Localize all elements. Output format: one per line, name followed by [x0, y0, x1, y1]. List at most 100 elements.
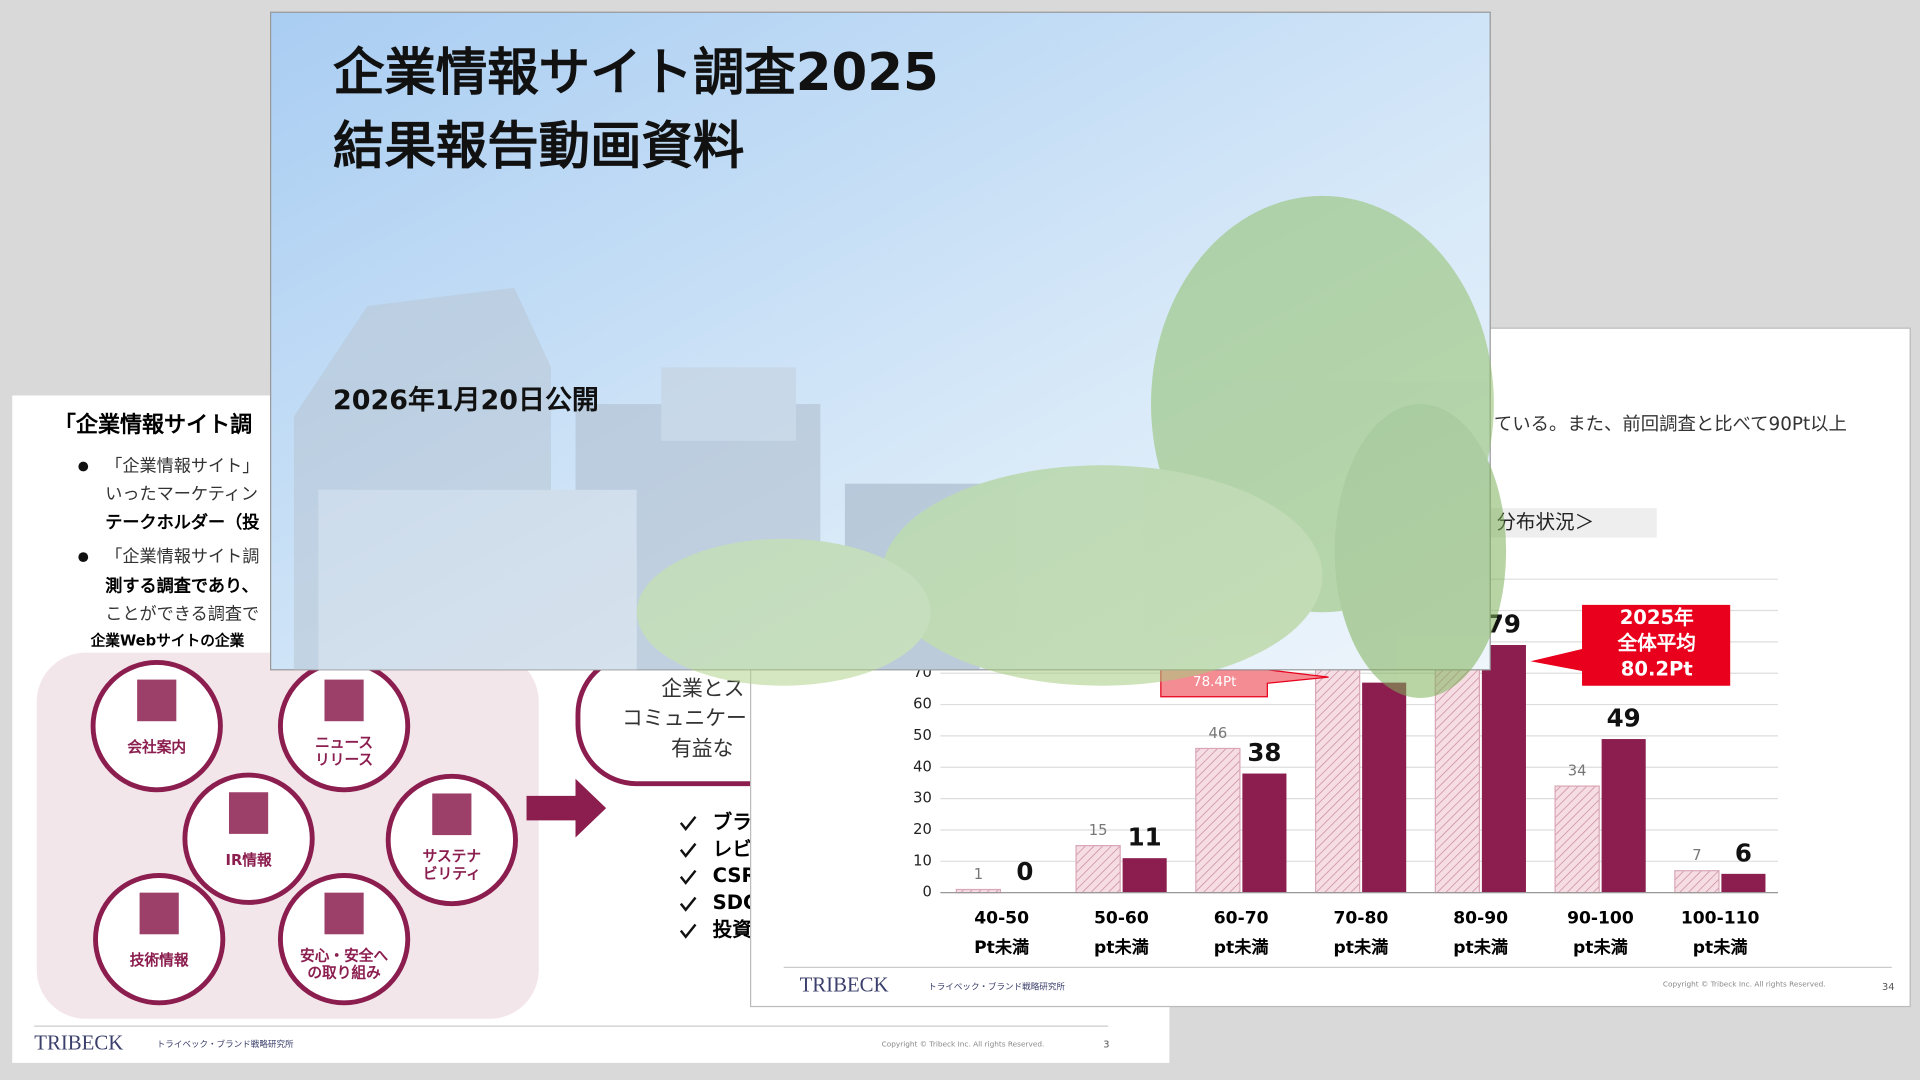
icon-label: IR情報	[225, 851, 271, 869]
heading-bg	[1490, 508, 1657, 538]
x-tick-label: 70-80	[1334, 908, 1389, 928]
box-text: 企業とス	[661, 676, 744, 700]
icon-circle	[182, 772, 315, 905]
callout-text: 80.2Pt	[1621, 657, 1693, 680]
x-tick-label: 40-50	[974, 908, 1029, 928]
icon-label: 安心・安全へ	[300, 946, 388, 964]
bar	[1075, 845, 1121, 894]
check-text: CSR	[713, 864, 757, 887]
bullet-text: 測する調査であり、	[105, 576, 258, 597]
callout-text: 78.4Pt	[1193, 675, 1236, 690]
x-tick-label: pt未満	[1693, 937, 1748, 958]
logo: TRIBECK	[34, 1030, 123, 1054]
icon-circle	[93, 873, 226, 1006]
bar	[1434, 663, 1481, 894]
data-label: 1	[974, 866, 983, 883]
icon-glyph	[324, 892, 364, 935]
check	[679, 815, 697, 831]
bullet	[78, 552, 89, 563]
x-tick-label: pt未満	[1573, 937, 1628, 958]
bar	[1481, 645, 1526, 893]
x-tick-label: 50-60	[1094, 908, 1149, 928]
data-label: 15	[1089, 822, 1108, 839]
data-label: 38	[1247, 738, 1281, 767]
bar	[1674, 870, 1720, 894]
data-label: 0	[1016, 857, 1033, 886]
data-label: 7	[1692, 847, 1701, 864]
icon-label: 技術情報	[130, 951, 189, 969]
x-tick-label: pt未満	[1094, 937, 1149, 958]
x-tick-label: pt未満	[1453, 937, 1508, 958]
x-tick-label: 60-70	[1214, 908, 1269, 928]
org: トライベック・ブランド戦略研究所	[928, 980, 1065, 992]
y-tick-label: 40	[913, 758, 932, 775]
data-label: 11	[1128, 823, 1162, 852]
bullet-text: 「企業情報サイト調	[105, 547, 259, 567]
callout-text: 2025年	[1620, 606, 1694, 629]
check	[679, 896, 697, 912]
bullet-text: ことができる調査で	[105, 605, 259, 625]
icon-label: ビリティ	[423, 865, 481, 882]
x-tick-label: 100-110	[1681, 908, 1760, 928]
page-number: 34	[1882, 982, 1894, 993]
icon-glyph	[324, 679, 364, 722]
copyright: Copyright © Tribeck Inc. All rights Rese…	[1663, 979, 1826, 988]
cover-date: 2026年1月20日公開	[333, 384, 599, 416]
cover-title: 企業情報サイト調査2025	[333, 43, 939, 103]
y-tick-label: 60	[913, 696, 932, 713]
logo: TRIBECK	[800, 973, 889, 997]
icon-circle	[385, 773, 518, 907]
data-label: 46	[1209, 725, 1228, 742]
page-number: 3	[1103, 1039, 1109, 1050]
icon-glyph	[432, 793, 472, 836]
bullet-text: 「企業情報サイト」	[105, 457, 259, 477]
icon-glyph	[137, 679, 177, 722]
x-tick-label: pt未満	[1214, 937, 1269, 958]
heading: 分布状況＞	[1496, 510, 1594, 533]
bar	[1721, 873, 1766, 893]
icon-glyph	[139, 892, 179, 935]
icon-label: 会社案内	[127, 738, 186, 756]
bar	[1362, 682, 1407, 893]
callout-text: 全体平均	[1617, 632, 1696, 655]
cover-slide: 企業情報サイト調査2025 結果報告動画資料 2026年1月20日公開	[270, 11, 1507, 698]
photo	[293, 195, 1507, 698]
x-tick-label: Pt未満	[974, 937, 1029, 958]
cover-title: 結果報告動画資料	[333, 116, 744, 176]
org: トライベック・ブランド戦略研究所	[157, 1038, 294, 1050]
icon-circle	[277, 873, 411, 1006]
callout	[1530, 604, 1731, 686]
box-text: コミュニケー	[622, 706, 747, 730]
check	[679, 923, 697, 939]
icon-circle	[90, 660, 223, 793]
y-tick-label: 50	[913, 727, 932, 744]
icon-glyph	[228, 792, 269, 834]
bar	[1314, 653, 1361, 894]
bullet-text: テークホルダー（投	[105, 512, 260, 533]
y-tick-label: 10	[913, 852, 932, 869]
y-tick-label: 0	[922, 884, 931, 901]
slide-text: ている。また、前回調査と比べて90Pt以上	[1494, 414, 1847, 435]
bullet	[78, 461, 89, 472]
copyright: Copyright © Tribeck Inc. All rights Rese…	[882, 1039, 1045, 1048]
data-label: 34	[1568, 762, 1587, 779]
check-text: ブラ	[713, 810, 752, 833]
x-tick-label: 80-90	[1453, 908, 1508, 928]
bar	[1601, 739, 1646, 893]
check-text: レビ	[713, 837, 752, 860]
x-tick-label: 90-100	[1567, 908, 1634, 928]
data-label: 6	[1735, 838, 1752, 867]
y-tick-label: 30	[913, 790, 932, 807]
icon-label: リリース	[315, 751, 373, 768]
icon-label: の取り組み	[307, 963, 381, 981]
slide-title: 「企業情報サイト調	[54, 412, 252, 438]
box-text: 有益な	[671, 736, 733, 760]
bar	[1195, 747, 1241, 894]
bullet-text: いったマーケティン	[105, 485, 258, 505]
arrow	[526, 778, 607, 838]
check	[679, 842, 697, 858]
check-text: SDG	[713, 891, 759, 914]
icon-label: ニュース	[315, 734, 373, 751]
